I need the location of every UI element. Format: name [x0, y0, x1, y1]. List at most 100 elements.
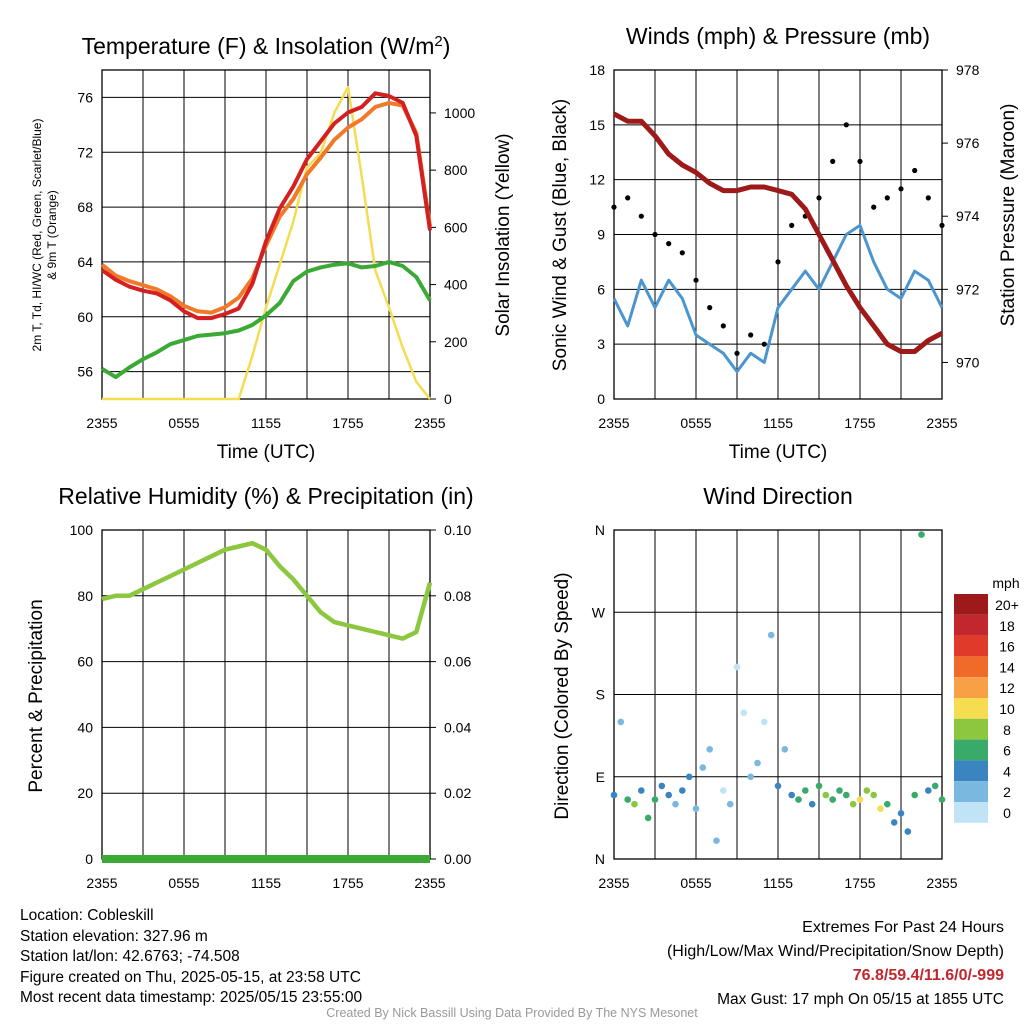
direction-point: [774, 782, 782, 790]
humidity-panel: 2355 0555 1155 1755 2355 0 20 40 60 80 100 0.00 0.02…: [70, 522, 472, 891]
x-tick-label: 1755: [332, 415, 363, 431]
direction-y-axis-label: Direction (Colored By Speed): [552, 572, 573, 819]
direction-point: [740, 709, 748, 717]
y2-tick-label: 978: [956, 62, 980, 78]
direction-point: [904, 828, 912, 835]
x-tick-label: 0555: [680, 875, 711, 891]
x-tick-label: 2355: [414, 875, 445, 891]
temperature-series-line: [100, 91, 432, 321]
extremes-subtitle: (High/Low/Max Wind/Precipitation/Snow De…: [666, 943, 1004, 960]
x-tick-label: 1155: [763, 875, 793, 891]
legend-label: 8: [1003, 722, 1011, 738]
gust-point: [912, 167, 918, 174]
legend-label: 6: [1003, 743, 1011, 759]
gust-point: [789, 222, 795, 228]
y2-tick-label: 970: [956, 354, 980, 370]
legend-label: 4: [1003, 763, 1011, 779]
y2-tick-label: 974: [956, 208, 980, 224]
station-latlon: Station lat/lon: 42.6763; -74.508: [20, 948, 240, 965]
y-tick-label: 6: [597, 281, 605, 297]
y-tick-label: 100: [70, 522, 94, 538]
gust-point: [816, 195, 822, 201]
gust-point: [843, 122, 849, 128]
direction-point: [877, 805, 884, 812]
direction-point: [713, 837, 720, 844]
direction-point: [925, 787, 932, 794]
extremes-title: Extremes For Past 24 Hours: [802, 919, 1004, 936]
direction-point: [617, 718, 625, 726]
gust-point: [611, 204, 617, 210]
legend-unit: mph: [992, 575, 1019, 591]
winds-y2-axis-label: Station Pressure (Maroon): [998, 104, 1019, 327]
insolation-series-line: [102, 85, 431, 401]
y-tick-label: N: [595, 851, 605, 867]
direction-point: [890, 819, 898, 826]
direction-point: [870, 791, 877, 799]
direction-point: [631, 800, 638, 808]
humidity-panel-title: Relative Humidity (%) & Precipitation (i…: [58, 483, 473, 509]
y2-tick-label: 400: [444, 277, 468, 293]
direction-point: [938, 796, 946, 803]
x-tick-label: 1155: [251, 875, 281, 891]
y-tick-label: 40: [77, 719, 93, 735]
y2-tick-label: 0: [444, 391, 452, 407]
legend-label: 20+: [995, 597, 1019, 613]
y-tick-label: 0: [597, 391, 605, 407]
extremes-box: Extremes For Past 24 Hours (High/Low/Max…: [667, 916, 1004, 1012]
direction-point: [706, 746, 713, 753]
y-tick-label: N: [595, 522, 605, 538]
y2-tick-label: 976: [956, 135, 980, 151]
direction-point: [822, 791, 830, 799]
x-tick-label: 2355: [598, 875, 629, 891]
legend-label: 12: [999, 680, 1015, 696]
gust-point: [625, 195, 631, 201]
y-tick-label: E: [596, 769, 605, 785]
gust-point: [693, 277, 699, 283]
humidity-y-axis-label: Percent & Precipitation: [26, 599, 47, 792]
y-tick-label: 3: [597, 336, 605, 352]
direction-point: [863, 787, 871, 794]
extremes-values: 76.8/59.4/11.6/0/-999: [852, 967, 1004, 984]
x-tick-label: 1755: [332, 875, 363, 891]
x-tick-label: 1155: [763, 415, 793, 431]
legend-label: 16: [999, 639, 1015, 655]
x-tick-label: 1755: [844, 415, 875, 431]
plot-frame: [613, 529, 943, 860]
station-elevation: Station elevation: 327.96 m: [20, 927, 208, 945]
direction-point: [918, 531, 925, 538]
temperature-y-axis-label-line2: & 9m T (Orange): [45, 190, 59, 280]
legend-swatch: [954, 698, 988, 719]
legend-label: 18: [999, 618, 1015, 634]
gust-point: [734, 350, 740, 356]
direction-point: [802, 787, 809, 794]
direction-point: [788, 791, 795, 799]
gust-point: [871, 204, 877, 210]
legend-label: 0: [1003, 805, 1011, 821]
temperature-x-axis-label: Time (UTC): [217, 442, 316, 463]
speed-color-legend: mph 20+ 18 16 14 12 10 8 6 4 2 0: [954, 575, 1020, 823]
y-tick-label: 56: [77, 364, 93, 380]
direction-point: [679, 787, 686, 794]
legend-swatch: [954, 677, 988, 698]
direction-point: [651, 796, 659, 803]
y2-tick-label: 800: [444, 162, 468, 178]
y2-tick-label: 0.10: [444, 522, 471, 538]
direction-point: [638, 787, 645, 794]
y2-tick-label: 0.08: [444, 588, 471, 604]
y-tick-label: W: [592, 604, 606, 620]
winds-panel-title: Winds (mph) & Pressure (mb): [626, 23, 930, 49]
gust-point: [939, 222, 945, 228]
direction-point: [911, 791, 918, 799]
gust-point: [761, 341, 767, 347]
y2-tick-label: 972: [956, 281, 980, 297]
plot-frame: [613, 69, 943, 400]
direction-point: [624, 796, 631, 803]
legend-label: 2: [1003, 784, 1011, 800]
direction-point: [685, 773, 693, 781]
legend-swatch: [954, 802, 988, 823]
direction-point: [829, 796, 836, 803]
x-tick-label: 2355: [86, 875, 117, 891]
y-tick-label: 76: [77, 89, 93, 105]
figure-created: Figure created on Thu, 2025-05-15, at 23…: [20, 968, 361, 986]
